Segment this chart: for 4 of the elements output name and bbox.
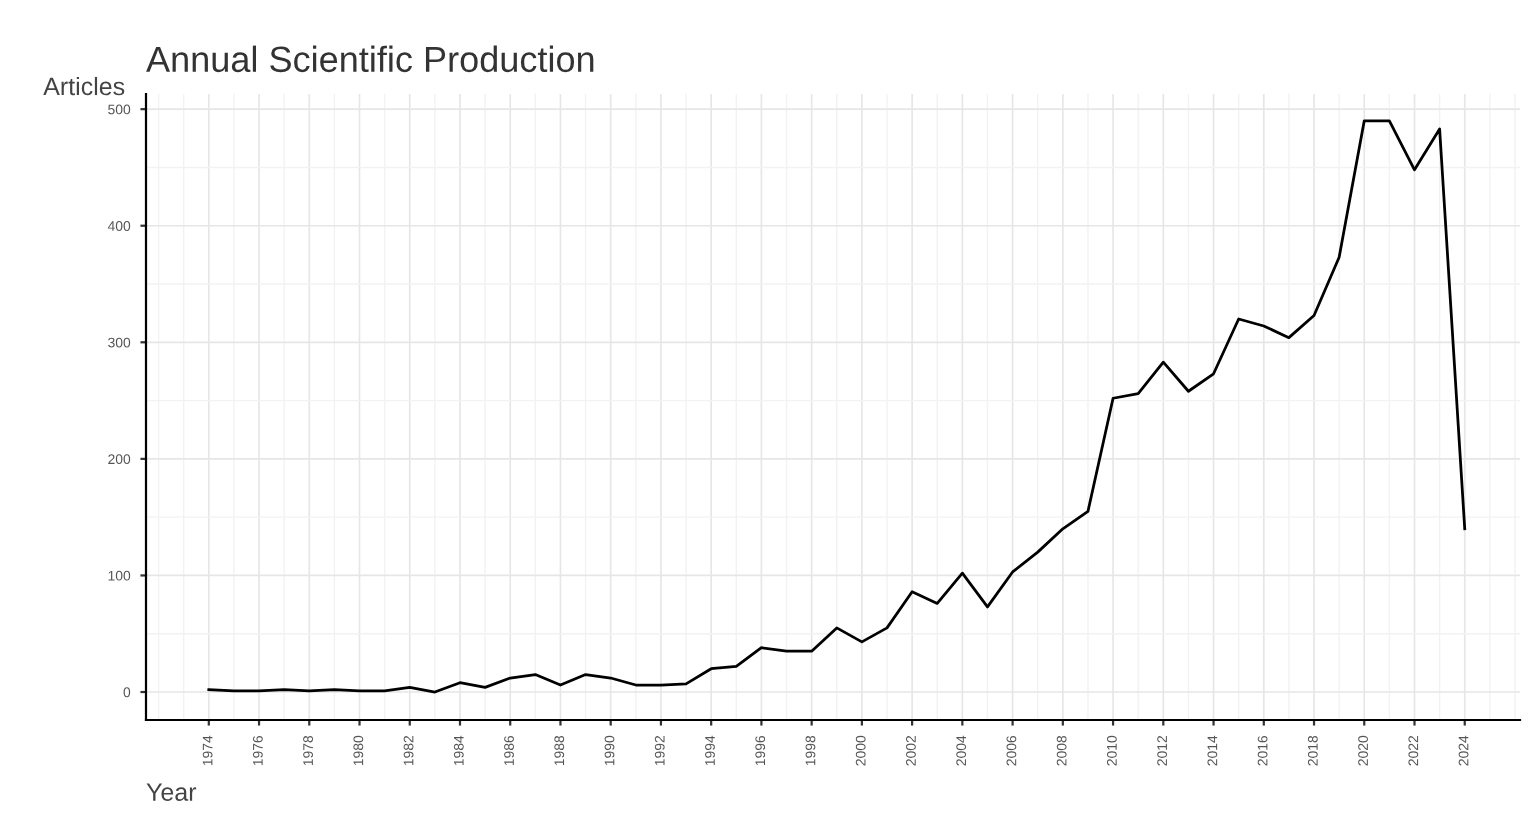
x-axis-title: Year	[146, 783, 197, 801]
line-series	[207, 119, 1467, 694]
chart-title: Annual Scientific Production	[146, 45, 594, 73]
y-axis-title: Articles	[43, 76, 125, 96]
